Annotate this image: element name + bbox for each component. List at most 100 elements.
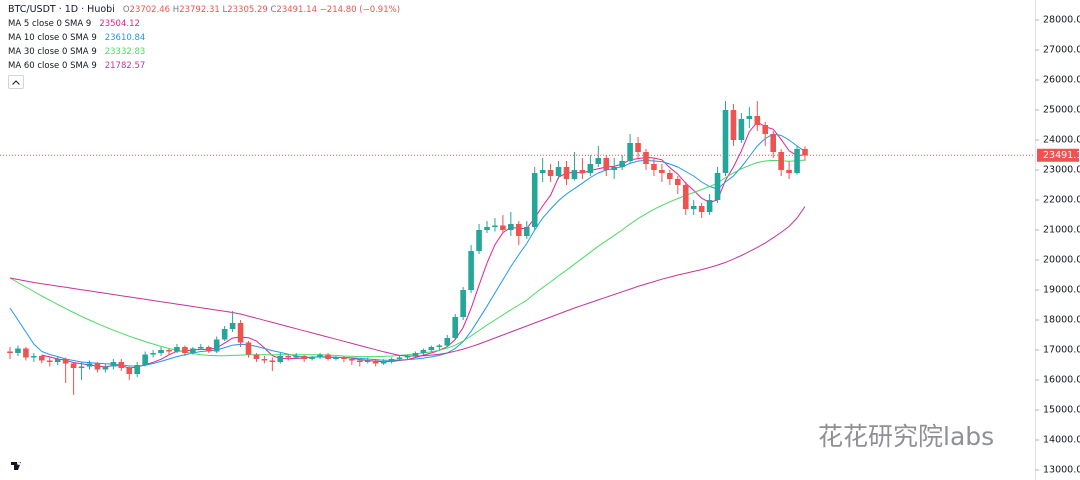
candle-body (611, 167, 617, 170)
candle-body (682, 185, 689, 209)
y-tick-label: 28000.00 (1043, 15, 1080, 26)
candle-body (182, 347, 188, 353)
candle-body (579, 170, 586, 173)
low-value: 23305.29 (227, 5, 268, 15)
candle-body (110, 362, 117, 367)
ma-legend-row: MA 5 close 0 SMA 9 23504.12 (8, 17, 400, 31)
candle-body (341, 357, 347, 359)
candle-body (102, 366, 109, 370)
candle-body (643, 152, 649, 164)
candle-body (571, 170, 578, 179)
candle-body (190, 348, 196, 353)
candle-body (523, 227, 530, 236)
symbol-title: BTC/USDT · 1D · Huobi (8, 4, 115, 15)
candle-body (349, 359, 355, 361)
candle-body (746, 116, 753, 119)
ma-name: MA 30 close 0 SMA 9 (8, 47, 97, 57)
open-value: 23702.46 (129, 5, 171, 15)
y-tick-label: 22000.00 (1043, 195, 1080, 206)
header-row: BTC/USDT · 1D · Huobi O23702.46 H23792.3… (8, 3, 400, 17)
candle-body (500, 225, 506, 230)
candle-body (516, 224, 522, 236)
candle-body (762, 125, 769, 134)
y-tick-label: 20000.00 (1043, 255, 1080, 266)
ma-value: 23610.84 (104, 33, 146, 43)
candle-body (86, 363, 93, 367)
candle-body (770, 134, 776, 152)
candle-body (126, 368, 133, 374)
ma-value: 23332.83 (104, 47, 146, 57)
candle-body (134, 365, 140, 374)
candle-body (221, 329, 228, 340)
ma-value: 21782.57 (104, 61, 146, 71)
candle-body (396, 357, 403, 359)
candle-body (802, 148, 808, 156)
candle-body (309, 357, 315, 359)
candle-body (531, 173, 538, 227)
y-tick-label: 21000.00 (1043, 225, 1080, 236)
candle-body (142, 354, 148, 365)
candle-body (563, 167, 570, 179)
plot (0, 101, 1035, 395)
ma-line (9, 206, 806, 357)
y-tick-label: 23000.00 (1043, 165, 1080, 176)
candle-body (62, 359, 69, 364)
legend: BTC/USDT · 1D · Huobi O23702.46 H23792.3… (8, 3, 400, 89)
ma-line (41, 121, 806, 369)
candle-body (786, 170, 792, 173)
candle-body (595, 158, 602, 164)
chevron-path (12, 79, 20, 85)
candle-body (166, 350, 172, 352)
watermark: 花花研究院labs (818, 417, 994, 453)
candle-body (237, 323, 244, 343)
candle-body (460, 290, 466, 317)
candle-body (205, 347, 212, 352)
candle-body (659, 170, 665, 173)
candle-body (794, 148, 800, 173)
candle-body (23, 348, 29, 358)
ohlc-label: O (122, 5, 130, 15)
ma-value: 23504.12 (99, 19, 140, 29)
candle-body (444, 338, 451, 346)
y-tick-label: 26000.00 (1043, 75, 1080, 86)
candle-body (46, 360, 53, 362)
high-value: 23792.31 (179, 5, 220, 15)
candle-body (404, 356, 411, 358)
candle-body (78, 366, 85, 368)
chevron (12, 79, 20, 85)
collapse-button[interactable] (8, 75, 24, 89)
y-tick-label: 14000.00 (1043, 435, 1080, 446)
ohlc-label: L (222, 5, 228, 15)
ma-name: MA 5 close 0 SMA 9 (8, 19, 92, 29)
candle-body (213, 339, 220, 352)
y-tick-label: 15000.00 (1043, 405, 1080, 416)
ohlc-label: C (270, 5, 277, 15)
watermark-text: 花花研究院labs (818, 422, 995, 451)
candle-body (198, 347, 204, 349)
logo-shape (11, 462, 21, 470)
candle-body (603, 158, 610, 170)
y-tick-label: 18000.00 (1043, 315, 1080, 326)
candle-body (547, 170, 554, 176)
candle-body (277, 356, 284, 362)
change: −214.80 (−0.91%) (319, 5, 401, 15)
candle-body (484, 227, 490, 230)
y-tick-label: 16000.00 (1043, 375, 1080, 386)
candle-body (325, 354, 331, 359)
ma-name: MA 10 close 0 SMA 9 (8, 33, 97, 43)
candle-body (539, 170, 546, 173)
candle-body (333, 357, 339, 359)
candle-body (372, 360, 379, 364)
candle-body (698, 206, 705, 212)
candle-body (722, 110, 729, 173)
candle-body (253, 354, 260, 359)
candle-body (476, 230, 482, 251)
candle-body (15, 348, 21, 353)
candle-body (412, 353, 419, 356)
candle-body (31, 356, 37, 358)
last-price-tag (1037, 148, 1079, 162)
ohlc-label: H (172, 5, 180, 15)
candle-body (428, 347, 435, 350)
